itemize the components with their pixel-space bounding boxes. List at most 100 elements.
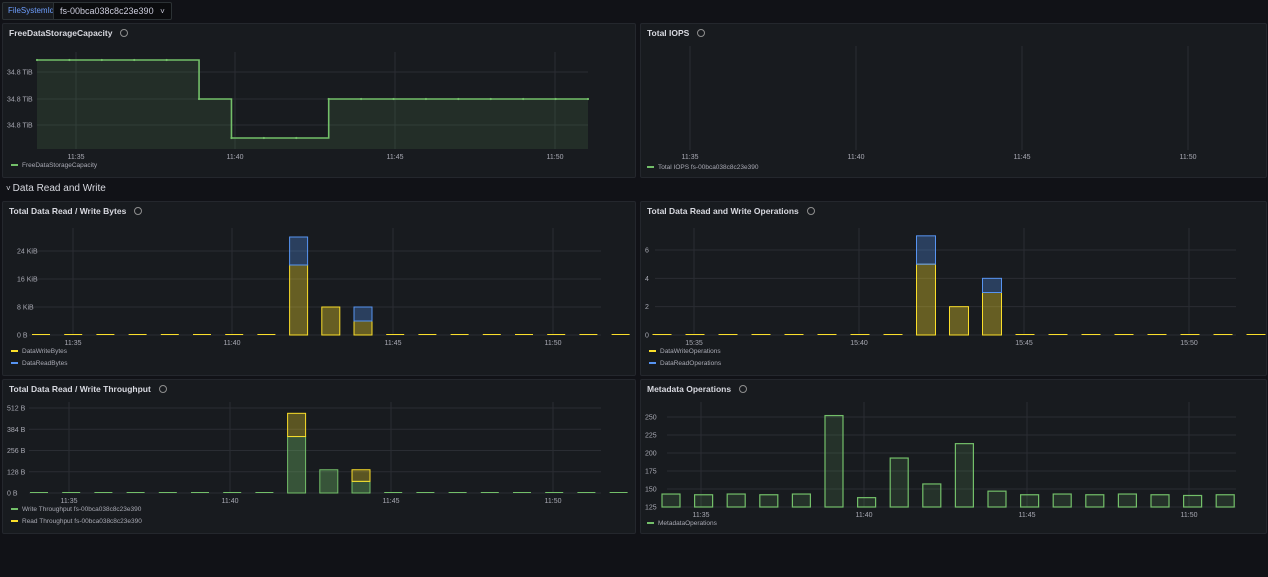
bar bbox=[987, 490, 1007, 508]
x-tick-label: 11:40 bbox=[224, 340, 241, 347]
x-tick-label: 11:40 bbox=[856, 512, 873, 519]
y-tick-label: 8 KiB bbox=[17, 305, 34, 312]
data-point bbox=[522, 97, 525, 101]
panel-rw-operations[interactable]: Total Data Read and Write Operations 15:… bbox=[640, 201, 1267, 376]
panel-total-iops[interactable]: Total IOPS 11:35 11:40 11:45 11:50 Total IO… bbox=[640, 23, 1267, 178]
bar bbox=[1182, 494, 1203, 508]
legend-item[interactable]: Total IOPS fs-00bca038c8c23e390 bbox=[647, 164, 758, 171]
info-icon[interactable] bbox=[806, 206, 815, 215]
panel-free-storage[interactable]: FreeDataStorageCapacity 11:35 11:40 11:45 1… bbox=[2, 23, 636, 178]
legend-swatch bbox=[11, 350, 18, 353]
y-tick-label: 150 bbox=[645, 487, 657, 494]
y-tick-label: 16 KiB bbox=[17, 277, 38, 284]
x-tick-label: 11:35 bbox=[68, 154, 85, 161]
chevron-down-icon: ˅ bbox=[160, 7, 165, 16]
bar bbox=[351, 469, 371, 482]
bar bbox=[916, 235, 936, 265]
info-icon[interactable] bbox=[134, 206, 143, 215]
data-point bbox=[424, 97, 428, 101]
x-tick-label: 11:40 bbox=[227, 154, 244, 161]
info-icon[interactable] bbox=[158, 384, 167, 393]
series-area bbox=[37, 60, 588, 149]
x-tick-label: 11:50 bbox=[545, 498, 562, 505]
x-tick-label: 11:45 bbox=[1019, 512, 1036, 519]
x-tick-label: 11:45 bbox=[1014, 154, 1031, 161]
data-point bbox=[295, 136, 298, 140]
y-tick-label: 125 bbox=[645, 505, 657, 512]
bar bbox=[1052, 493, 1072, 508]
legend-item[interactable]: MetadataOperations bbox=[647, 520, 717, 527]
y-tick-label: 250 bbox=[645, 415, 657, 422]
data-point bbox=[586, 97, 590, 101]
data-point bbox=[457, 97, 460, 101]
info-icon[interactable] bbox=[697, 28, 706, 37]
legend-swatch bbox=[11, 520, 18, 523]
row-header-data-read-write[interactable]: ˅ Data Read and Write bbox=[6, 183, 106, 194]
y-tick-label: 0 B bbox=[17, 333, 28, 340]
legend-swatch bbox=[649, 350, 656, 353]
legend-item[interactable]: DataReadBytes bbox=[11, 360, 68, 367]
legend-item[interactable]: Read Throughput fs-00bca038c8c23e390 bbox=[11, 518, 142, 525]
data-point bbox=[230, 136, 233, 140]
legend-swatch bbox=[11, 362, 18, 365]
data-point bbox=[100, 58, 103, 62]
legend-swatch bbox=[647, 522, 654, 525]
legend-item[interactable]: DataReadOperations bbox=[649, 360, 721, 367]
bar bbox=[954, 443, 974, 508]
y-tick-label: 200 bbox=[645, 451, 657, 458]
panel-rw-bytes[interactable]: Total Data Read / Write Bytes 11:35 11:40… bbox=[2, 201, 636, 376]
panel-title: Total Data Read / Write Throughput bbox=[9, 384, 167, 394]
row-title: Data Read and Write bbox=[12, 183, 106, 194]
free-storage-chart: 11:35 11:40 11:45 11:50 34.8 TiB 34.8 TiB 34.8… bbox=[7, 52, 590, 161]
bar bbox=[1117, 493, 1137, 508]
y-tick-label: 128 B bbox=[7, 469, 26, 476]
panel-title: Total Data Read and Write Operations bbox=[647, 206, 815, 216]
bar bbox=[759, 494, 779, 508]
x-tick-label: 11:45 bbox=[383, 498, 400, 505]
bar bbox=[321, 306, 341, 336]
bar bbox=[922, 483, 942, 508]
metadata-operations-chart: 11:35 11:40 11:45 11:50 125 150 175 200 225 250 bbox=[645, 402, 1236, 519]
data-point bbox=[554, 97, 557, 101]
filesystemid-variable-select[interactable]: fs-00bca038c8c23e390 ˅ bbox=[53, 2, 172, 20]
bar bbox=[1085, 494, 1105, 508]
x-tick-label: 11:50 bbox=[1181, 512, 1198, 519]
info-icon[interactable] bbox=[120, 28, 129, 37]
bar bbox=[289, 236, 309, 266]
legend-swatch bbox=[649, 362, 656, 365]
x-tick-label: 11:35 bbox=[65, 340, 82, 347]
bar bbox=[949, 306, 969, 336]
rw-bytes-chart: 11:35 11:40 11:45 11:50 0 B 8 KiB 16 KiB 24 KiB bbox=[17, 228, 630, 347]
x-tick-label: 11:40 bbox=[848, 154, 865, 161]
legend-item[interactable]: FreeDataStorageCapacity bbox=[11, 162, 97, 169]
panel-metadata-operations[interactable]: Metadata Operations 11:35 11:40 11:45 11:50… bbox=[640, 379, 1267, 534]
panel-rw-throughput[interactable]: Total Data Read / Write Throughput 11:35… bbox=[2, 379, 636, 534]
bar bbox=[353, 320, 373, 336]
variables-bar: FileSystemId fs-00bca038c8c23e390 ˅ bbox=[0, 0, 1268, 20]
data-point bbox=[360, 97, 363, 101]
legend-item[interactable]: DataWriteBytes bbox=[11, 348, 67, 355]
y-tick-label: 0 bbox=[645, 333, 649, 340]
x-tick-label: 15:35 bbox=[685, 340, 703, 347]
legend-item[interactable]: Write Throughput fs-00bca038c8c23e390 bbox=[11, 506, 141, 513]
y-tick-label: 0 B bbox=[7, 491, 18, 498]
panel-title: FreeDataStorageCapacity bbox=[9, 28, 129, 38]
bar bbox=[982, 292, 1002, 336]
bar bbox=[791, 493, 811, 508]
y-tick-label: 34.8 TiB bbox=[7, 97, 33, 104]
data-point bbox=[165, 58, 168, 62]
x-tick-label: 11:35 bbox=[693, 512, 710, 519]
bar bbox=[287, 436, 307, 494]
bar bbox=[889, 457, 909, 508]
legend-swatch bbox=[11, 164, 18, 167]
y-tick-label: 2 bbox=[645, 304, 649, 311]
panel-title: Total Data Read / Write Bytes bbox=[9, 206, 143, 216]
x-tick-label: 15:45 bbox=[1015, 340, 1033, 347]
y-tick-label: 384 B bbox=[7, 427, 26, 434]
total-iops-chart: 11:35 11:40 11:45 11:50 bbox=[682, 46, 1197, 161]
x-tick-label: 11:45 bbox=[385, 340, 402, 347]
bar bbox=[1215, 494, 1235, 508]
rw-operations-chart: 15:35 15:40 15:45 15:50 0 2 4 6 bbox=[645, 228, 1266, 347]
legend-item[interactable]: DataWriteOperations bbox=[649, 348, 721, 355]
info-icon[interactable] bbox=[739, 384, 748, 393]
